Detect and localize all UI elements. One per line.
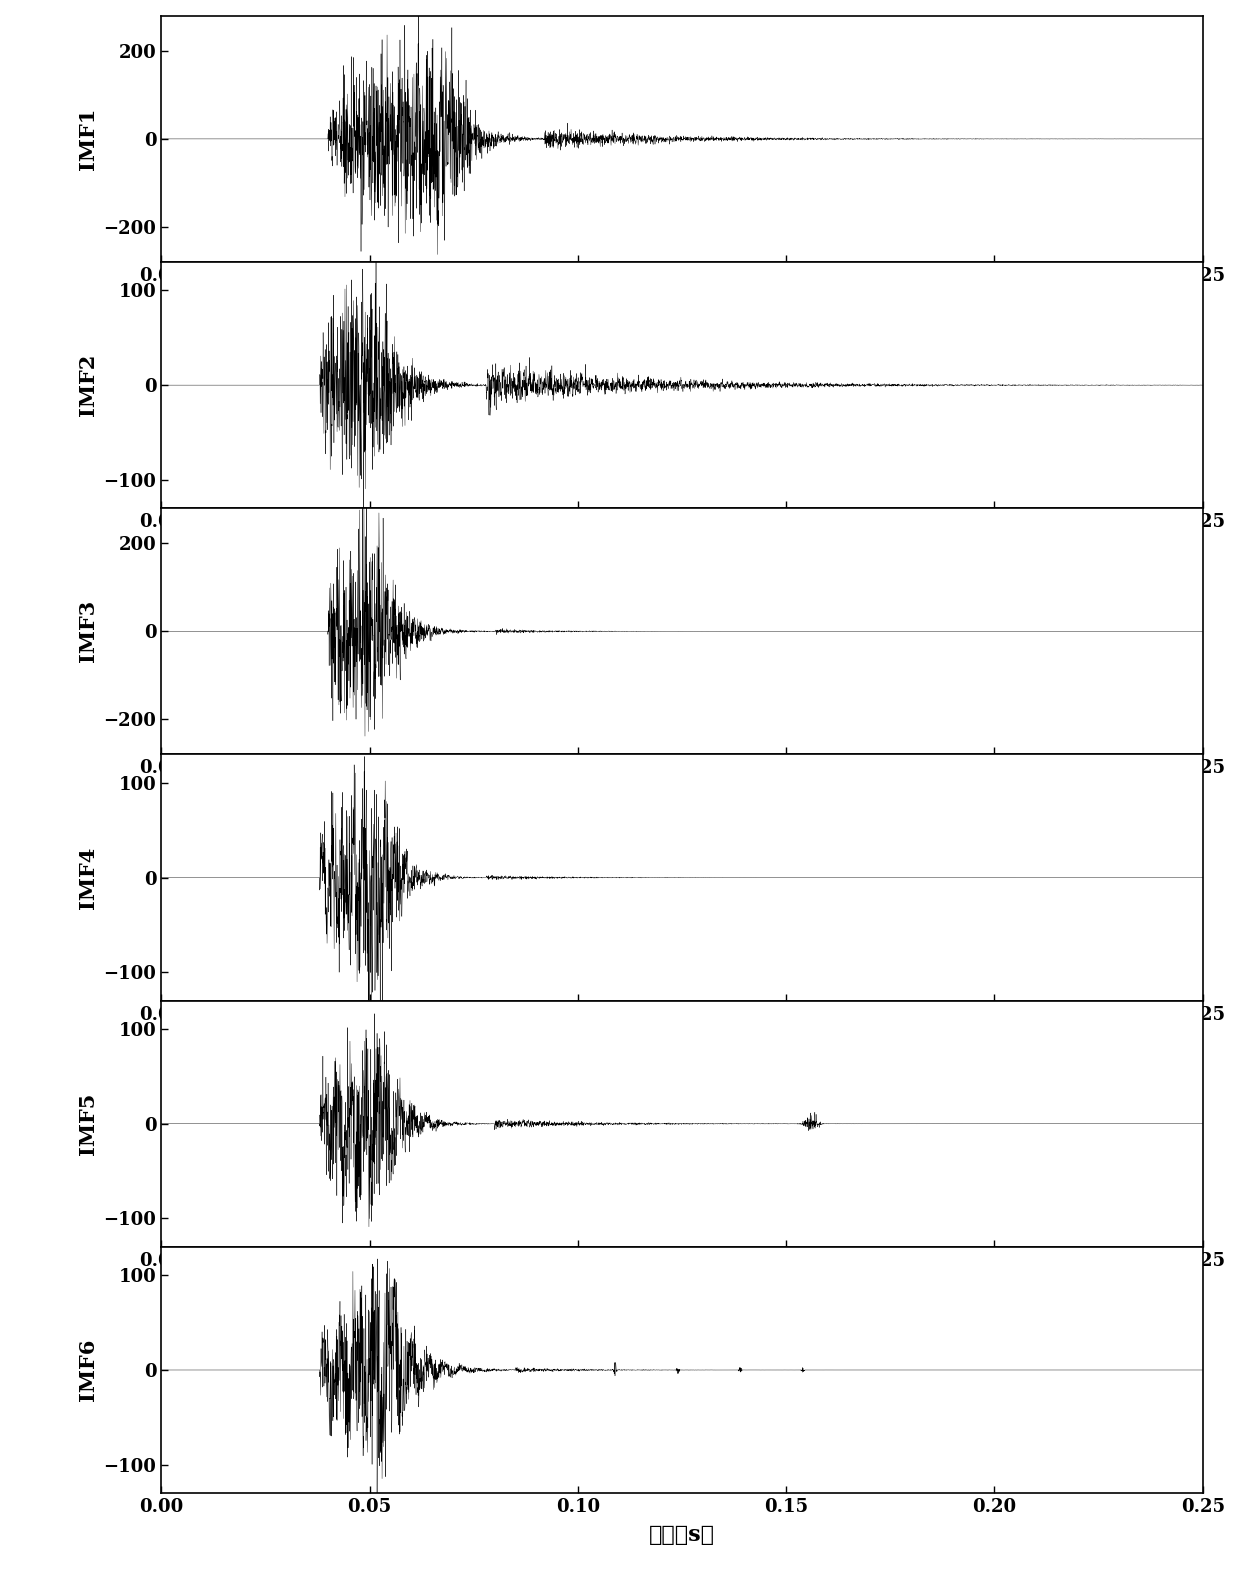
- Y-axis label: IMF4: IMF4: [78, 847, 98, 908]
- Y-axis label: IMF1: IMF1: [78, 107, 98, 171]
- Y-axis label: IMF6: IMF6: [78, 1338, 98, 1401]
- Y-axis label: IMF5: IMF5: [78, 1093, 98, 1155]
- Y-axis label: IMF3: IMF3: [78, 600, 98, 662]
- Y-axis label: IMF2: IMF2: [78, 354, 98, 416]
- X-axis label: 时间（s）: 时间（s）: [649, 1525, 715, 1547]
